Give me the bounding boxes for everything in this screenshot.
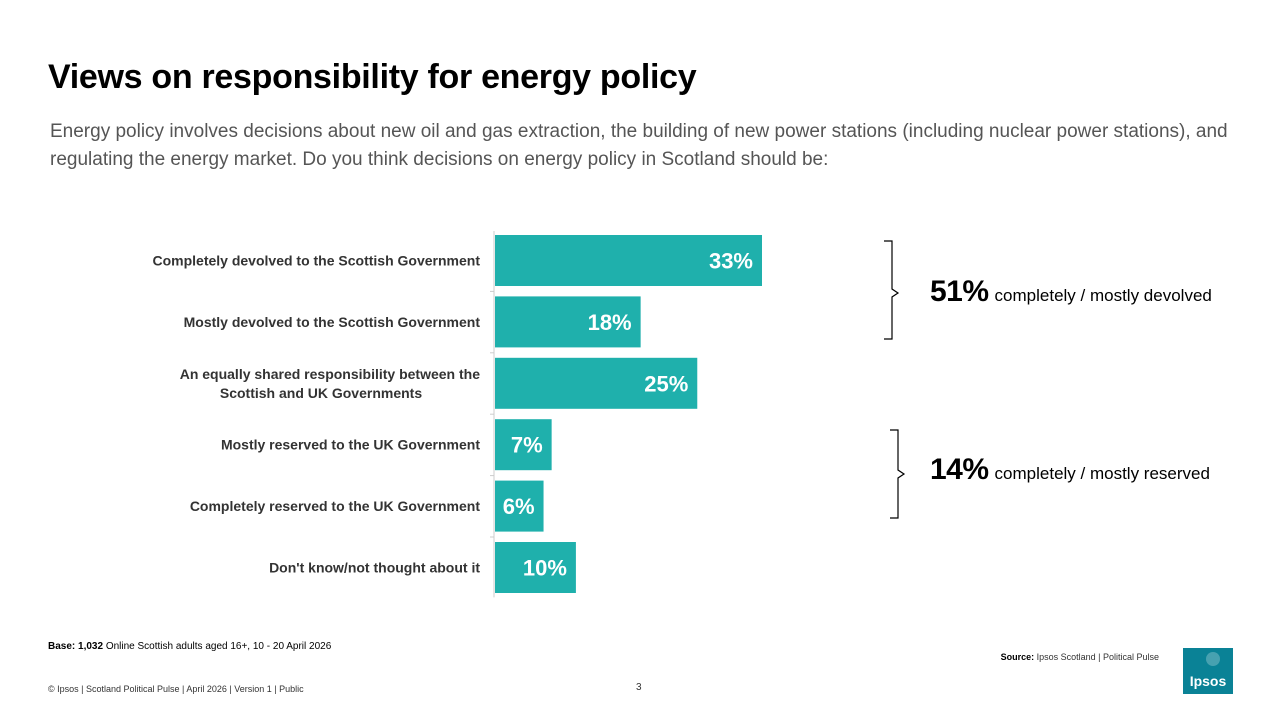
devolved-summary-text: completely / mostly devolved — [994, 286, 1212, 305]
category-label-4: Completely reserved to the UK Government — [190, 498, 481, 514]
category-label-0: Completely devolved to the Scottish Gove… — [152, 253, 480, 269]
category-label-1: Mostly devolved to the Scottish Governme… — [184, 314, 481, 330]
source-note: Source: Ipsos Scotland | Political Pulse — [1001, 652, 1159, 662]
base-note: Base: 1,032 Online Scottish adults aged … — [48, 641, 331, 652]
page-title: Views on responsibility for energy polic… — [48, 58, 697, 96]
value-label-3: 7% — [511, 433, 543, 458]
bar-5 — [495, 542, 576, 593]
bar-1 — [495, 296, 641, 348]
category-label-3: Mostly reserved to the UK Government — [221, 437, 480, 453]
base-text: Online Scottish adults aged 16+, 10 - 20… — [103, 641, 332, 652]
question-text: Energy policy involves decisions about n… — [50, 121, 1228, 170]
value-label-1: 18% — [588, 310, 632, 335]
category-label-2-line-0: An equally shared responsibility between… — [180, 366, 481, 382]
source-text: Ipsos Scotland | Political Pulse — [1034, 652, 1159, 662]
source-label: Source: — [1000, 652, 1035, 662]
copyright-footer: © Ipsos | Scotland Political Pulse | Apr… — [48, 684, 304, 694]
devolved-summary-pct: 51% — [930, 275, 989, 308]
devolved-bracket — [884, 240, 900, 340]
value-label-2: 25% — [644, 371, 688, 396]
ipsos-logo: Ipsos — [1183, 648, 1233, 694]
reserved-summary: 14% completely / mostly reserved — [930, 455, 1210, 485]
reserved-summary-text: completely / mostly reserved — [994, 464, 1210, 483]
value-label-0: 33% — [709, 249, 753, 274]
reserved-bracket — [890, 429, 906, 519]
page-number: 3 — [636, 682, 642, 693]
reserved-summary-pct: 14% — [930, 453, 989, 486]
value-label-5: 10% — [523, 556, 567, 581]
bar-0 — [495, 235, 762, 286]
logo-text: Ipsos — [1190, 673, 1227, 689]
base-label: Base: 1,032 — [48, 641, 104, 652]
category-label-5: Don't know/not thought about it — [269, 560, 480, 576]
value-label-4: 6% — [503, 494, 535, 519]
bar-3 — [495, 419, 552, 471]
bar-2 — [495, 357, 698, 409]
devolved-summary: 51% completely / mostly devolved — [930, 277, 1212, 307]
category-label-2-line-1: Scottish and UK Governments — [220, 385, 422, 401]
bar-4 — [495, 480, 544, 532]
